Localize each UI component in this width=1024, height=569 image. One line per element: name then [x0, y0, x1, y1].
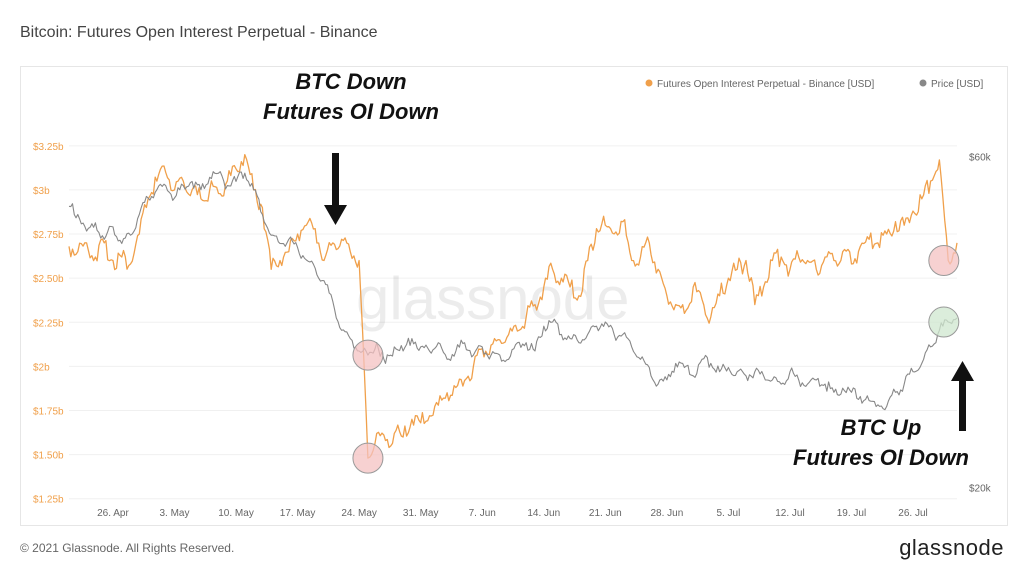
down-arrow-head: [324, 205, 347, 225]
up-arrow-shaft: [959, 379, 966, 431]
x-tick-label: 31. May: [403, 508, 439, 519]
oi-series-line: [68, 153, 958, 459]
highlight-circle: [928, 306, 960, 338]
y-left-tick-label: $1.50b: [33, 451, 64, 462]
highlight-circle: [352, 442, 384, 474]
y-axis-right: $20k $60k: [969, 153, 992, 495]
x-tick-label: 17. May: [280, 508, 316, 519]
up-arrow-head: [951, 361, 974, 381]
annotation-text: BTC Up: [841, 415, 922, 440]
chart-panel: glassnode Futures Open Interest Perpetua…: [20, 66, 1008, 526]
annotation-arrows: [324, 153, 974, 431]
down-arrow-shaft: [332, 153, 339, 207]
y-left-tick-label: $3.25b: [33, 142, 64, 153]
grid-lines: [69, 145, 957, 500]
x-tick-label: 7. Jun: [469, 508, 496, 519]
y-left-tick-label: $2b: [33, 362, 50, 373]
x-tick-label: 14. Jun: [527, 508, 560, 519]
y-left-tick-label: $3b: [33, 186, 50, 197]
x-axis: 26. Apr 3. May 10. May 17. May 24. May 31. Ma…: [97, 508, 928, 519]
annotation-text: Futures OI Down: [793, 445, 969, 470]
x-tick-label: 24. May: [341, 508, 377, 519]
y-left-tick-label: $2.50b: [33, 274, 64, 285]
y-right-tick-label: $20k: [969, 483, 992, 494]
annotation-text: Futures OI Down: [263, 99, 439, 124]
x-tick-label: 21. Jun: [589, 508, 622, 519]
annotations: BTC Down Futures OI Down BTC Up Futures OI …: [263, 69, 969, 470]
price-series-line: [68, 171, 958, 411]
x-tick-label: 12. Jul: [775, 508, 804, 519]
y-axis-left: $1.25b $1.50b $1.75b $2b $2.25b $2.50b $2.75b $…: [33, 142, 64, 506]
x-tick-label: 19. Jul: [837, 508, 866, 519]
legend: Futures Open Interest Perpetual - Binanc…: [645, 79, 983, 90]
x-tick-label: 28. Jun: [650, 508, 683, 519]
series-lines: [68, 153, 958, 459]
chart-svg: glassnode Futures Open Interest Perpetua…: [33, 69, 992, 519]
x-tick-label: 26. Jul: [898, 508, 927, 519]
copyright: © 2021 Glassnode. All Rights Reserved.: [20, 541, 235, 555]
annotation-text: BTC Down: [295, 69, 406, 94]
x-tick-label: 5. Jul: [716, 508, 740, 519]
x-tick-label: 26. Apr: [97, 508, 129, 519]
highlight-markers: [352, 245, 960, 474]
legend-swatch: [919, 79, 927, 87]
y-right-tick-label: $60k: [969, 153, 992, 164]
x-tick-label: 3. May: [159, 508, 189, 519]
y-left-tick-label: $1.75b: [33, 406, 64, 417]
highlight-circle: [928, 245, 960, 277]
page-title: Bitcoin: Futures Open Interest Perpetual…: [20, 24, 378, 41]
legend-label: Futures Open Interest Perpetual - Binanc…: [657, 79, 875, 90]
x-tick-label: 10. May: [218, 508, 254, 519]
y-left-tick-label: $1.25b: [33, 495, 64, 506]
legend-label: Price [USD]: [931, 79, 983, 90]
glassnode-logo: glassnode: [899, 535, 1004, 560]
y-left-tick-label: $2.25b: [33, 318, 64, 329]
watermark: glassnode: [356, 265, 630, 332]
highlight-circle: [352, 339, 384, 371]
legend-swatch: [645, 79, 653, 87]
y-left-tick-label: $2.75b: [33, 230, 64, 241]
